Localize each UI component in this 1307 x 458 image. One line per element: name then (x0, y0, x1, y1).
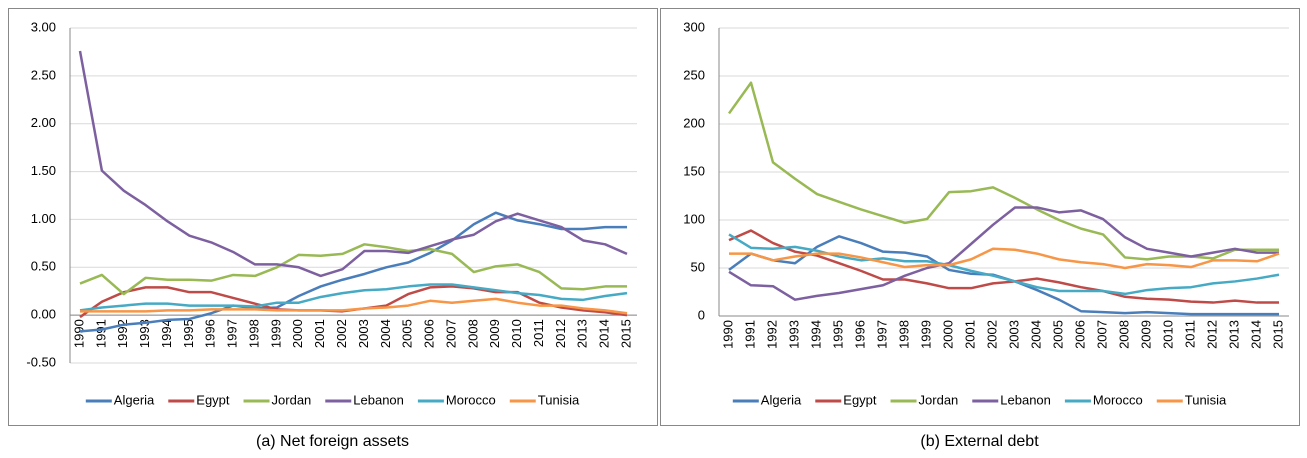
x-tick-label: 2011 (1182, 320, 1197, 348)
series-line (728, 229, 1279, 304)
series-line (729, 247, 1280, 270)
x-tick-label: 1992 (764, 320, 779, 349)
y-tick-label: -0.50 (26, 354, 56, 369)
y-tick-label: 0.00 (31, 307, 56, 322)
y-tick-label: 0.50 (31, 259, 56, 274)
series-line (728, 233, 1280, 296)
x-tick-label: 1990 (720, 320, 735, 349)
legend-label: Egypt (196, 392, 230, 407)
x-tick-label: 2014 (1248, 320, 1263, 349)
x-tick-label: 2010 (1160, 320, 1175, 349)
x-tick-label: 1999 (918, 320, 933, 349)
y-tick-label: 300 (683, 19, 705, 34)
x-tick-label: 1997 (225, 319, 240, 348)
y-tick-label: 100 (683, 211, 705, 226)
legend-label: Morocco (1093, 392, 1143, 407)
legend: Algeria Egypt Jordan Lebanon Morocco Tunisia (85, 392, 580, 407)
x-tick-label: 1993 (786, 320, 801, 349)
legend-label: Lebanon (1000, 392, 1051, 407)
y-tick-label: 200 (683, 115, 705, 130)
chart-caption: (a) Net foreign assets (256, 433, 409, 450)
x-tick-label: 2000 (290, 319, 305, 348)
x-tick-label: 1995 (181, 319, 196, 348)
x-tick-label: 1990 (71, 319, 86, 348)
x-tick-label: 2001 (962, 320, 977, 349)
y-tick-label: 150 (683, 163, 705, 178)
legend-label: Lebanon (353, 392, 404, 407)
x-tick-label: 2014 (597, 319, 612, 348)
x-tick-label: 2006 (422, 319, 437, 348)
y-tick-label: 2.50 (31, 67, 56, 82)
x-tick-label: 2006 (1072, 320, 1087, 349)
series-line (78, 50, 628, 278)
x-tick-label: 2009 (487, 319, 502, 348)
y-tick-label: 3.00 (31, 19, 56, 34)
legend-label: Jordan (272, 392, 312, 407)
legend-label: Morocco (446, 392, 496, 407)
x-tick-label: 1991 (742, 320, 757, 349)
x-tick-label: 1998 (246, 319, 261, 348)
y-tick-label: 0 (698, 307, 705, 322)
chart-caption: (b) External debt (920, 433, 1039, 450)
y-tick-label: 1.00 (31, 211, 56, 226)
x-tick-label: 1996 (203, 319, 218, 348)
x-tick-label: 1997 (874, 320, 889, 349)
legend-label: Jordan (919, 392, 959, 407)
series-line (79, 283, 628, 312)
x-tick-label: 2012 (1204, 320, 1219, 349)
x-tick-label: 2004 (1028, 320, 1043, 349)
x-tick-label: 2003 (356, 319, 371, 348)
x-tick-label: 1995 (830, 320, 845, 349)
x-tick-label: 2005 (1050, 320, 1065, 349)
legend-label: Tunisia (538, 392, 580, 407)
series-line (79, 243, 627, 296)
y-tick-label: 1.50 (31, 163, 56, 178)
legend-label: Algeria (114, 392, 155, 407)
x-tick-label: 1994 (808, 320, 823, 349)
x-tick-label: 2007 (1094, 320, 1109, 349)
y-tick-label: 50 (691, 259, 705, 274)
x-tick-label: 2001 (312, 319, 327, 348)
x-tick-label: 2015 (1270, 320, 1285, 349)
legend-label: Algeria (761, 392, 802, 407)
series-line (79, 211, 627, 333)
x-tick-label: 2011 (531, 319, 546, 347)
x-tick-label: 2008 (1116, 320, 1131, 349)
x-tick-label: 2002 (984, 320, 999, 349)
legend-label: Tunisia (1185, 392, 1227, 407)
x-tick-label: 2002 (334, 319, 349, 348)
chart-frame (8, 8, 658, 426)
x-tick-label: 2010 (509, 319, 524, 348)
legend: Algeria Egypt Jordan Lebanon Morocco Tunisia (732, 392, 1227, 407)
x-tick-label: 1998 (896, 320, 911, 349)
x-tick-label: 2004 (378, 319, 393, 348)
x-tick-label: 2013 (1226, 320, 1241, 349)
x-tick-label: 2003 (1006, 320, 1021, 349)
y-tick-label: 250 (683, 67, 705, 82)
legend-label: Egypt (843, 392, 877, 407)
x-tick-label: 2000 (940, 320, 955, 349)
x-tick-label: 1993 (137, 319, 152, 348)
chart-frame (660, 8, 1300, 426)
x-tick-label: 1996 (852, 320, 867, 349)
x-tick-label: 1991 (93, 319, 108, 348)
y-tick-label: 2.00 (31, 115, 56, 130)
series-line (728, 206, 1279, 301)
x-tick-label: 2009 (1138, 320, 1153, 349)
x-tick-label: 2015 (618, 319, 633, 348)
x-tick-label: 1994 (159, 319, 174, 348)
x-tick-label: 1999 (268, 319, 283, 348)
x-tick-label: 2012 (553, 319, 568, 348)
series-line (727, 81, 1279, 261)
x-tick-label: 2007 (443, 319, 458, 348)
x-tick-label: 2008 (465, 319, 480, 348)
series-line (80, 297, 628, 315)
x-tick-label: 2013 (575, 319, 590, 348)
x-tick-label: 2005 (400, 319, 415, 348)
